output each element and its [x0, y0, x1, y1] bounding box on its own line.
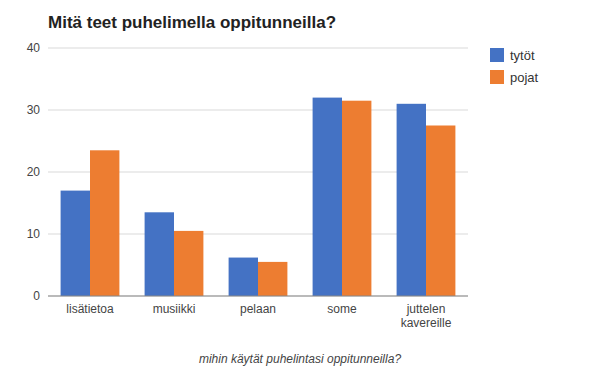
x-tick-label-line: musiikki — [153, 302, 196, 316]
bar — [342, 101, 371, 296]
x-tick-label: some — [327, 302, 357, 316]
legend-label: pojat — [510, 70, 539, 85]
x-tick-label-line: kavereille — [401, 316, 452, 330]
x-tick-label-line: some — [327, 302, 357, 316]
x-tick-label-line: lisätietoa — [66, 302, 114, 316]
y-tick-label: 10 — [27, 227, 41, 241]
chart-svg: 0 10 20 30 40 lisätietoa musiikki pelaan some jut… — [0, 0, 600, 371]
x-tick-label-line: juttelen — [406, 302, 446, 316]
x-tick-label: lisätietoa — [66, 302, 114, 316]
x-tick-label: musiikki — [153, 302, 196, 316]
grid-line — [48, 48, 468, 49]
y-tick-label: 30 — [27, 103, 41, 117]
x-axis-label: mihin käytät puhelintasi oppitunneilla? — [199, 352, 401, 366]
grid-line — [48, 296, 468, 297]
bars — [61, 98, 456, 296]
bar — [258, 262, 287, 296]
bar — [145, 212, 174, 296]
legend-label: tytöt — [510, 48, 535, 63]
bar — [313, 98, 342, 296]
x-tick-label: pelaan — [240, 302, 276, 316]
y-tick-label: 40 — [27, 41, 41, 55]
bar — [426, 126, 455, 297]
legend: tytöt pojat — [490, 48, 539, 85]
y-tick-label: 20 — [27, 165, 41, 179]
x-axis-line — [48, 296, 468, 297]
y-tick-label: 0 — [33, 289, 40, 303]
bar — [61, 191, 90, 296]
chart-container: 0 10 20 30 40 lisätietoa musiikki pelaan some jut… — [0, 0, 600, 371]
bar — [174, 231, 203, 296]
title: Mitä teet puhelimella oppitunneilla? — [48, 13, 336, 32]
bar — [90, 150, 119, 296]
legend-swatch — [490, 48, 504, 62]
x-tick-label: juttelenkavereille — [401, 302, 452, 330]
legend-swatch — [490, 70, 504, 84]
x-tick-label-line: pelaan — [240, 302, 276, 316]
bar — [397, 104, 426, 296]
bar — [229, 258, 258, 296]
